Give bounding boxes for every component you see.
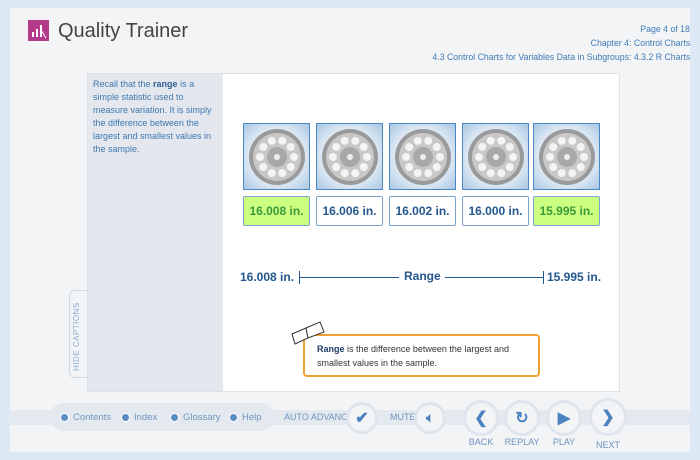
play-button[interactable]: ▶ [546,400,582,436]
glossary-link[interactable]: Glossary [170,412,220,423]
caption-text: Recall that the [93,79,154,89]
glossary-label: Glossary [183,412,221,423]
auto-advance-label: AUTO ADVANCE [284,412,354,422]
back-button[interactable]: ❮ [463,400,499,436]
wheel-image [243,123,310,190]
replay-icon: ↻ [515,410,529,427]
range-line-right [445,277,543,278]
measurement-value: 16.000 in. [462,196,529,226]
caption-term: range [153,79,178,89]
next-label: NEXT [595,440,620,450]
replay-button[interactable]: ↻ [504,400,540,436]
range-tick-right [543,271,544,284]
measurement-value: 16.006 in. [316,196,383,226]
contents-link[interactable]: Contents [60,412,111,423]
index-link[interactable]: Index [121,412,157,423]
replay-label: REPLAY [504,437,540,447]
mute-label: MUTE [390,412,416,422]
range-line-left [299,277,399,278]
caption-panel: Recall that the range is a simple statis… [88,74,223,391]
measurement-value: 15.995 in. [533,196,600,226]
checkmark-icon: ✔ [355,410,369,427]
measurement-value: 16.002 in. [389,196,456,226]
chevron-left-icon: ❮ [474,410,488,427]
help-link[interactable]: Help [229,412,262,423]
bullet-icon [170,413,179,422]
definition-term: Range [317,344,345,354]
definition-callout: Range is the difference between the larg… [303,334,540,377]
quality-trainer-logo [28,20,49,41]
measurement-value: 16.008 in. [243,196,310,226]
play-icon: ▶ [557,410,571,427]
hide-captions-label: HIDE CAPTIONS [72,302,81,371]
index-label: Index [134,412,158,423]
help-label: Help [242,412,262,423]
mute-button[interactable]: 🔈︎ [414,402,446,434]
range-tick-left [299,271,300,284]
auto-advance-toggle[interactable]: ✔ [346,402,378,434]
hide-captions-tab[interactable]: HIDE CAPTIONS [69,290,87,378]
wheel-image [462,123,529,190]
page-indicator: Page 4 of 18 [640,24,690,35]
bullet-icon [229,413,238,422]
back-label: BACK [468,437,494,447]
section-title: 4.3 Control Charts for Variables Data in… [432,52,690,63]
chapter-title: Chapter 4: Control Charts [590,38,690,49]
range-label: Range [404,269,441,283]
wheel-image [389,123,456,190]
range-right-value: 15.995 in. [547,270,602,284]
bullet-icon [121,413,130,422]
wheel-image [316,123,383,190]
app-title: Quality Trainer [58,20,189,42]
chevron-right-icon: ❯ [601,409,615,426]
play-label: PLAY [552,437,576,447]
speaker-icon: 🔈︎ [426,410,434,425]
contents-label: Contents [73,412,112,423]
book-icon [290,320,326,351]
caption-text-rest: is a simple statistic used to measure va… [93,79,212,154]
range-left-value: 16.008 in. [240,270,295,284]
bullet-icon [60,413,69,422]
next-button[interactable]: ❯ [589,398,627,436]
definition-text: is the difference between the largest an… [317,344,509,368]
wheel-image [533,123,600,190]
